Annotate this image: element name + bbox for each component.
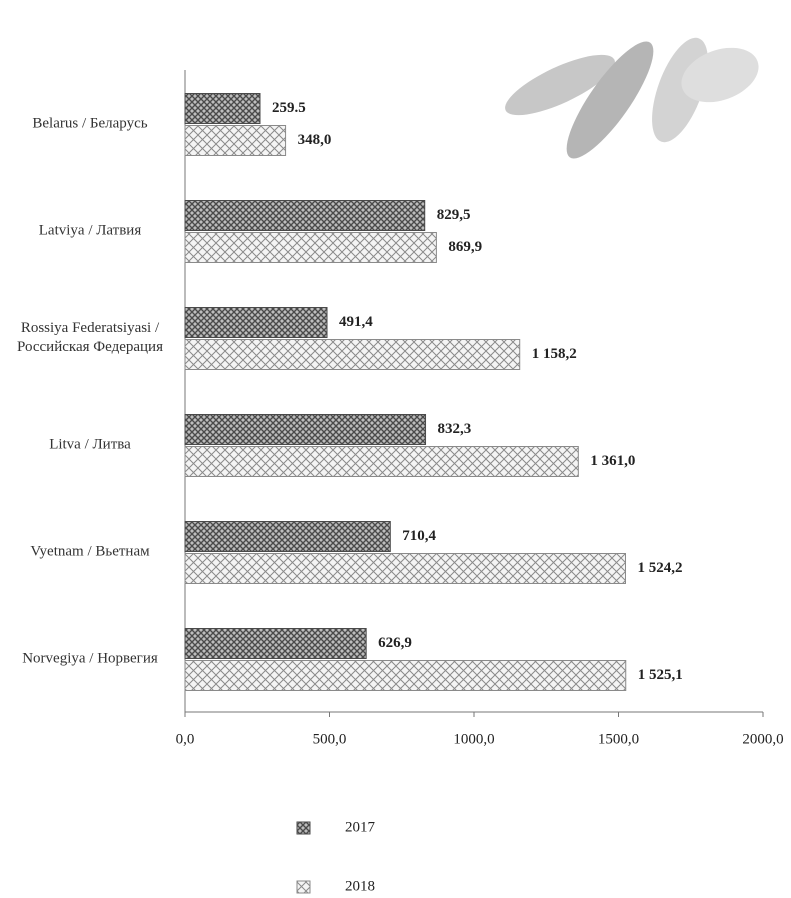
value-label: 829,5 bbox=[437, 207, 471, 223]
value-label: 348,0 bbox=[298, 132, 332, 148]
bar bbox=[185, 415, 426, 445]
bar bbox=[185, 233, 436, 263]
category-label: Rossiya Federatsiyasi / Российская Федер… bbox=[4, 319, 176, 357]
category-label: Vyetnam / Вьетнам bbox=[4, 542, 176, 561]
value-label: 1 524,2 bbox=[637, 560, 682, 576]
x-tick-label: 1500,0 bbox=[598, 731, 639, 747]
legend-swatch bbox=[297, 881, 310, 893]
bar bbox=[185, 94, 260, 124]
bar bbox=[185, 554, 625, 584]
page: 0,0 500,0 1000,0 1500,0 2000,0 259.5 348,0 829,… bbox=[0, 0, 791, 898]
category-label: Norvegiya / Норвегия bbox=[4, 649, 176, 668]
legend-label: 2018 bbox=[345, 878, 375, 894]
bar bbox=[185, 661, 626, 691]
value-label: 259.5 bbox=[272, 100, 306, 116]
value-label: 869,9 bbox=[448, 239, 482, 255]
value-label: 1 525,1 bbox=[638, 667, 683, 683]
value-label: 832,3 bbox=[438, 421, 472, 437]
bar bbox=[185, 308, 327, 338]
bar bbox=[185, 522, 390, 552]
bar bbox=[185, 126, 286, 156]
value-label: 626,9 bbox=[378, 635, 412, 651]
bar bbox=[185, 201, 425, 231]
category-label: Belarus / Беларусь bbox=[4, 114, 176, 133]
bar bbox=[185, 629, 366, 659]
value-label: 491,4 bbox=[339, 314, 373, 330]
decoration bbox=[498, 31, 766, 169]
category-label: Litva / Литва bbox=[4, 435, 176, 454]
category-label: Latviya / Латвия bbox=[4, 221, 176, 240]
value-label: 1 158,2 bbox=[532, 346, 577, 362]
bar bbox=[185, 340, 520, 370]
x-tick-label: 1000,0 bbox=[453, 731, 494, 747]
bar bbox=[185, 447, 578, 477]
x-tick-label: 0,0 bbox=[176, 731, 195, 747]
x-tick-label: 500,0 bbox=[313, 731, 347, 747]
legend-swatch bbox=[297, 822, 310, 834]
x-tick-label: 2000,0 bbox=[742, 731, 783, 747]
value-label: 710,4 bbox=[402, 528, 436, 544]
legend-label: 2017 bbox=[345, 819, 376, 835]
value-label: 1 361,0 bbox=[590, 453, 635, 469]
